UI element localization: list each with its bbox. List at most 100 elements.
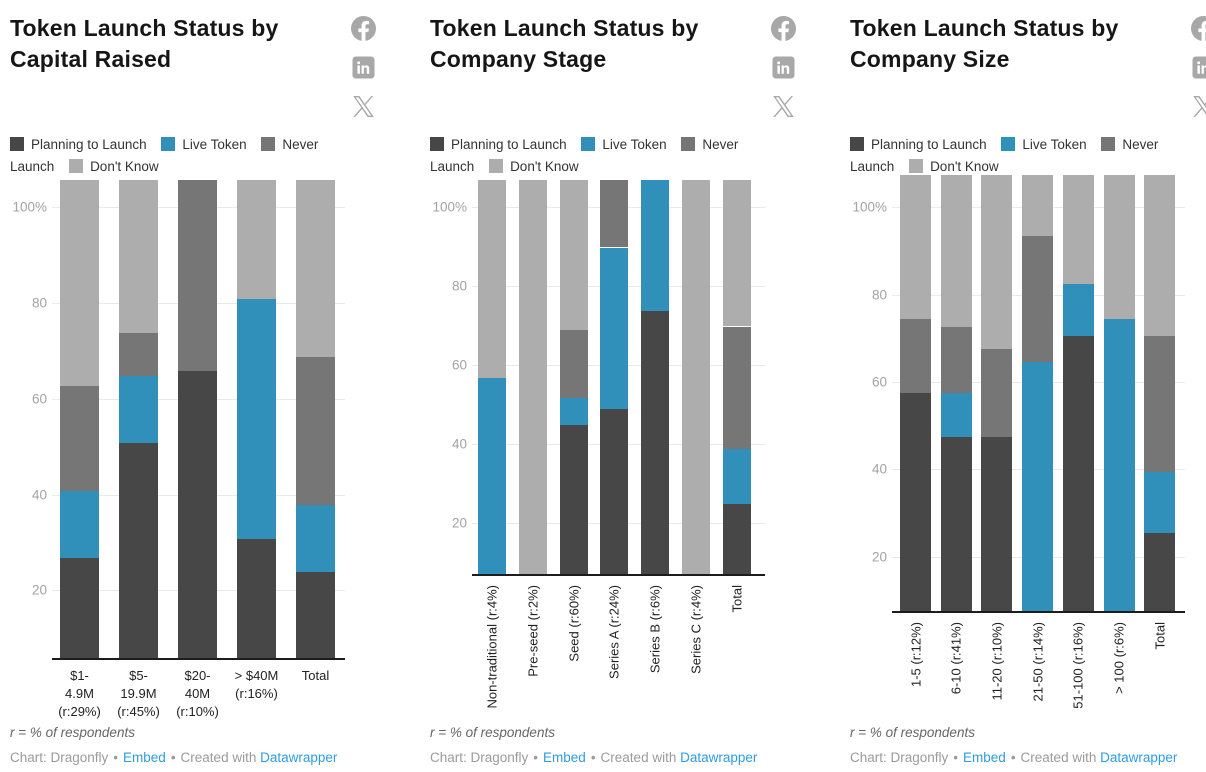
x-icon[interactable] xyxy=(771,94,796,119)
bar-segment[interactable] xyxy=(237,299,276,539)
bar xyxy=(296,179,335,659)
bar-segment[interactable] xyxy=(600,180,629,248)
bar-segment[interactable] xyxy=(641,180,670,311)
bar-segment[interactable] xyxy=(60,179,99,386)
chart-title: Token Launch Status by Company Size xyxy=(850,15,1119,72)
embed-link[interactable]: Embed xyxy=(123,750,166,765)
embed-link[interactable]: Embed xyxy=(963,750,1006,765)
y-tick-label: 20 xyxy=(871,549,887,565)
bar-segment[interactable] xyxy=(600,247,629,410)
bar-segment[interactable] xyxy=(60,558,99,659)
bar-segment[interactable] xyxy=(1022,174,1054,236)
legend-swatch-never xyxy=(1101,137,1116,151)
bar-segment[interactable] xyxy=(296,356,335,506)
bar-segment[interactable] xyxy=(119,375,158,444)
bar-segment[interactable] xyxy=(119,443,158,659)
bar xyxy=(559,180,588,576)
legend-swatch-planning xyxy=(430,137,444,151)
bar-segment[interactable] xyxy=(722,504,751,576)
bar-segment[interactable] xyxy=(900,318,931,394)
bar-segment[interactable] xyxy=(119,179,158,333)
bar-segment[interactable] xyxy=(559,180,588,331)
legend-label: Planning to Launch xyxy=(871,137,987,152)
bar-segment[interactable] xyxy=(940,327,972,394)
bar-segment[interactable] xyxy=(1062,174,1094,284)
bar-segment[interactable] xyxy=(600,409,629,576)
bar-segment[interactable] xyxy=(981,174,1013,350)
bar-segment[interactable] xyxy=(119,332,158,376)
x-axis-label: 6-10 (r:41%) xyxy=(948,621,964,694)
x-axis-label: $20- 40M (r:10%) xyxy=(176,667,219,720)
bar-segment[interactable] xyxy=(981,436,1013,612)
bar-segment[interactable] xyxy=(682,180,710,576)
bar-segment[interactable] xyxy=(296,179,335,357)
chart-title: Token Launch Status by Capital Raised xyxy=(10,15,279,72)
bar-segment[interactable] xyxy=(296,572,335,659)
x-icon[interactable] xyxy=(351,94,376,119)
bar-segment[interactable] xyxy=(1022,362,1054,612)
linkedin-icon[interactable] xyxy=(771,55,796,80)
bar xyxy=(722,180,751,576)
bar-segment[interactable] xyxy=(1144,336,1176,472)
bar-segment[interactable] xyxy=(178,179,217,372)
credit-separator: • xyxy=(590,750,596,765)
bar-segment[interactable] xyxy=(478,377,506,576)
bar-segment[interactable] xyxy=(296,505,335,573)
x-axis-label: Series C (r:4%) xyxy=(688,585,704,675)
bar-segment[interactable] xyxy=(722,448,751,505)
bar-segment[interactable] xyxy=(981,349,1013,437)
x-axis-label: Pre-seed (r:2%) xyxy=(525,585,541,678)
bar-segment[interactable] xyxy=(1144,174,1176,337)
card-footer: r = % of respondents Chart: Dragonfly • Em… xyxy=(10,725,346,772)
bar-segment[interactable] xyxy=(60,385,99,491)
bar-segment[interactable] xyxy=(1103,318,1135,612)
chart-card-company-size: Token Launch Status by Company Size Plan… xyxy=(850,0,1206,772)
bar-segment[interactable] xyxy=(1062,283,1094,337)
bar-segment[interactable] xyxy=(178,371,217,659)
x-axis-label: > $40M (r:16%) xyxy=(234,667,279,702)
bar-segment[interactable] xyxy=(722,326,751,449)
bar-segment[interactable] xyxy=(940,393,972,437)
bar-segment[interactable] xyxy=(518,180,547,576)
footnote: r = % of respondents xyxy=(430,725,555,740)
legend-swatch-planning xyxy=(10,137,24,151)
plot-area: 100% 80 60 40 20 xyxy=(850,174,1186,613)
bar-segment[interactable] xyxy=(940,436,972,612)
x-icon[interactable] xyxy=(1191,94,1206,119)
bar-segment[interactable] xyxy=(559,397,588,426)
bar xyxy=(478,180,506,576)
datawrapper-link[interactable]: Datawrapper xyxy=(680,750,758,765)
bar-segment[interactable] xyxy=(237,538,276,659)
bar-segment[interactable] xyxy=(900,174,931,319)
embed-link[interactable]: Embed xyxy=(543,750,586,765)
linkedin-icon[interactable] xyxy=(351,55,376,80)
bar xyxy=(237,179,276,659)
y-tick-label: 20 xyxy=(31,582,47,598)
bar-segment[interactable] xyxy=(1062,336,1094,612)
datawrapper-link[interactable]: Datawrapper xyxy=(1100,750,1178,765)
bar-segment[interactable] xyxy=(559,330,588,398)
datawrapper-link[interactable]: Datawrapper xyxy=(260,750,338,765)
linkedin-icon[interactable] xyxy=(1191,55,1206,80)
bar-segment[interactable] xyxy=(1144,471,1176,533)
bar-segment[interactable] xyxy=(60,490,99,558)
bar-segment[interactable] xyxy=(1022,235,1054,363)
x-axis-label: Series A (r:24%) xyxy=(606,585,622,680)
facebook-icon[interactable] xyxy=(350,16,376,41)
x-axis-label: 1-5 (r:12%) xyxy=(908,621,923,687)
bar-segment[interactable] xyxy=(641,310,670,576)
bar-segment[interactable] xyxy=(1144,532,1176,612)
bar-segment[interactable] xyxy=(900,393,931,612)
bar-segment[interactable] xyxy=(1103,174,1135,319)
bar-segment[interactable] xyxy=(722,180,751,327)
facebook-icon[interactable] xyxy=(770,16,796,41)
bar-segment[interactable] xyxy=(559,425,588,576)
facebook-icon[interactable] xyxy=(1190,16,1206,41)
y-tick-label: 40 xyxy=(871,461,887,477)
bar-segment[interactable] xyxy=(237,179,276,300)
y-tick-label: 20 xyxy=(451,515,467,531)
bar-segment[interactable] xyxy=(940,174,972,328)
bar-segment[interactable] xyxy=(478,180,506,378)
share-icons xyxy=(350,13,376,119)
